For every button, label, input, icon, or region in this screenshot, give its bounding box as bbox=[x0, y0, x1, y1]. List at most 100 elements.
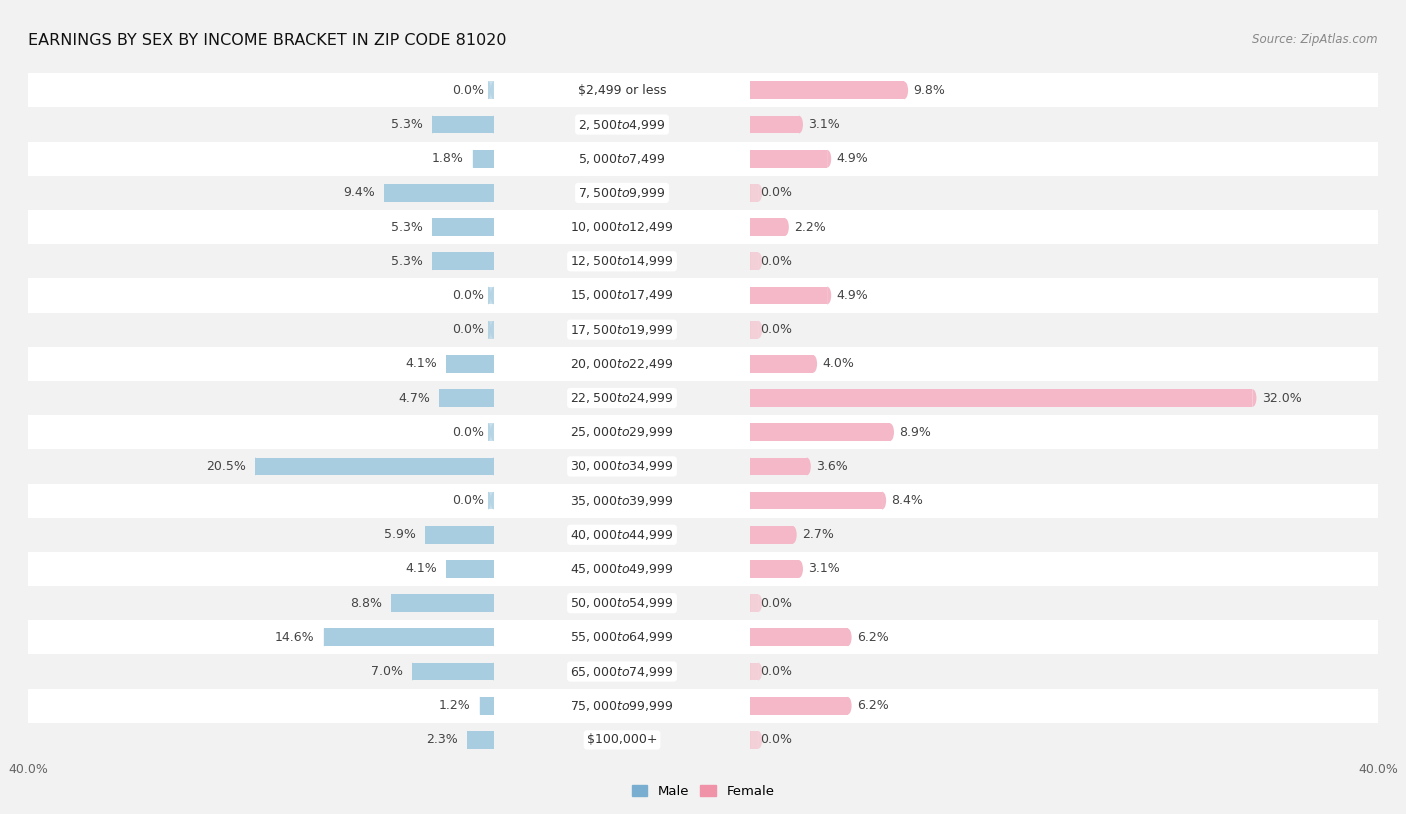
Bar bbox=[751, 142, 1378, 176]
Wedge shape bbox=[467, 731, 470, 749]
Text: 6.2%: 6.2% bbox=[856, 631, 889, 644]
Wedge shape bbox=[488, 287, 491, 304]
Bar bbox=[751, 689, 1378, 723]
Text: 8.9%: 8.9% bbox=[900, 426, 931, 439]
Bar bbox=[751, 457, 807, 475]
Bar bbox=[751, 723, 1378, 757]
Text: 7.0%: 7.0% bbox=[371, 665, 404, 678]
Bar bbox=[28, 381, 494, 415]
Text: 3.1%: 3.1% bbox=[808, 562, 839, 575]
Bar bbox=[323, 628, 494, 646]
Text: 4.9%: 4.9% bbox=[837, 289, 869, 302]
Bar bbox=[751, 313, 1378, 347]
Wedge shape bbox=[446, 560, 449, 578]
Text: EARNINGS BY SEX BY INCOME BRACKET IN ZIP CODE 81020: EARNINGS BY SEX BY INCOME BRACKET IN ZIP… bbox=[28, 33, 506, 47]
Bar bbox=[494, 689, 751, 723]
Text: $35,000 to $39,999: $35,000 to $39,999 bbox=[571, 493, 673, 508]
Text: $2,499 or less: $2,499 or less bbox=[578, 84, 666, 97]
Wedge shape bbox=[747, 697, 751, 715]
Wedge shape bbox=[491, 81, 494, 99]
Bar bbox=[391, 594, 494, 612]
Bar bbox=[467, 731, 494, 749]
Wedge shape bbox=[491, 492, 494, 510]
Text: 4.9%: 4.9% bbox=[837, 152, 869, 165]
Bar bbox=[751, 355, 813, 373]
Text: 0.0%: 0.0% bbox=[453, 289, 485, 302]
Text: Source: ZipAtlas.com: Source: ZipAtlas.com bbox=[1253, 33, 1378, 46]
Bar bbox=[751, 218, 785, 236]
Text: 4.1%: 4.1% bbox=[405, 562, 437, 575]
Wedge shape bbox=[848, 697, 852, 715]
Bar bbox=[425, 526, 494, 544]
Text: $65,000 to $74,999: $65,000 to $74,999 bbox=[571, 664, 673, 679]
Bar bbox=[751, 415, 1378, 449]
Wedge shape bbox=[432, 218, 434, 236]
Bar bbox=[28, 654, 494, 689]
Bar bbox=[751, 278, 1378, 313]
Bar bbox=[751, 492, 882, 510]
Wedge shape bbox=[488, 321, 491, 339]
Wedge shape bbox=[747, 560, 751, 578]
Bar bbox=[446, 560, 494, 578]
Wedge shape bbox=[747, 594, 751, 612]
Bar bbox=[751, 176, 1378, 210]
Bar bbox=[28, 176, 494, 210]
Wedge shape bbox=[491, 697, 494, 715]
Wedge shape bbox=[491, 252, 494, 270]
Text: $2,500 to $4,999: $2,500 to $4,999 bbox=[578, 117, 666, 132]
Bar bbox=[494, 654, 751, 689]
Bar bbox=[494, 107, 751, 142]
Wedge shape bbox=[412, 663, 415, 681]
Wedge shape bbox=[491, 116, 494, 133]
Text: $40,000 to $44,999: $40,000 to $44,999 bbox=[571, 527, 673, 542]
Bar bbox=[751, 560, 799, 578]
Wedge shape bbox=[758, 663, 762, 681]
Bar bbox=[28, 449, 494, 484]
Wedge shape bbox=[391, 594, 394, 612]
Text: $7,500 to $9,999: $7,500 to $9,999 bbox=[578, 186, 666, 200]
Wedge shape bbox=[491, 355, 494, 373]
Bar bbox=[432, 116, 494, 133]
Text: 5.3%: 5.3% bbox=[391, 221, 423, 234]
Text: 9.4%: 9.4% bbox=[343, 186, 375, 199]
Bar bbox=[488, 492, 494, 510]
Text: 14.6%: 14.6% bbox=[276, 631, 315, 644]
Text: 0.0%: 0.0% bbox=[453, 494, 485, 507]
Wedge shape bbox=[479, 697, 482, 715]
Text: 0.0%: 0.0% bbox=[453, 426, 485, 439]
Wedge shape bbox=[747, 81, 751, 99]
Bar bbox=[494, 518, 751, 552]
Text: 0.0%: 0.0% bbox=[759, 665, 792, 678]
Text: 2.7%: 2.7% bbox=[801, 528, 834, 541]
Bar bbox=[479, 697, 494, 715]
Bar bbox=[494, 347, 751, 381]
Bar bbox=[494, 381, 751, 415]
Bar bbox=[751, 526, 793, 544]
Wedge shape bbox=[747, 389, 751, 407]
Bar bbox=[488, 287, 494, 304]
Text: 3.1%: 3.1% bbox=[808, 118, 839, 131]
Bar bbox=[28, 244, 494, 278]
Text: 0.0%: 0.0% bbox=[759, 733, 792, 746]
Wedge shape bbox=[827, 150, 831, 168]
Wedge shape bbox=[793, 526, 797, 544]
Wedge shape bbox=[432, 252, 434, 270]
Bar bbox=[751, 184, 758, 202]
Bar bbox=[28, 620, 494, 654]
Wedge shape bbox=[491, 457, 494, 475]
Text: 6.2%: 6.2% bbox=[856, 699, 889, 712]
Wedge shape bbox=[491, 150, 494, 168]
Wedge shape bbox=[890, 423, 894, 441]
Wedge shape bbox=[807, 457, 811, 475]
Bar bbox=[751, 210, 1378, 244]
Bar bbox=[751, 150, 827, 168]
Wedge shape bbox=[747, 628, 751, 646]
Bar bbox=[751, 620, 1378, 654]
Wedge shape bbox=[758, 594, 762, 612]
Text: $12,500 to $14,999: $12,500 to $14,999 bbox=[571, 254, 673, 269]
Wedge shape bbox=[472, 150, 475, 168]
Wedge shape bbox=[446, 355, 449, 373]
Wedge shape bbox=[827, 287, 831, 304]
Text: 5.3%: 5.3% bbox=[391, 118, 423, 131]
Text: 5.9%: 5.9% bbox=[384, 528, 416, 541]
